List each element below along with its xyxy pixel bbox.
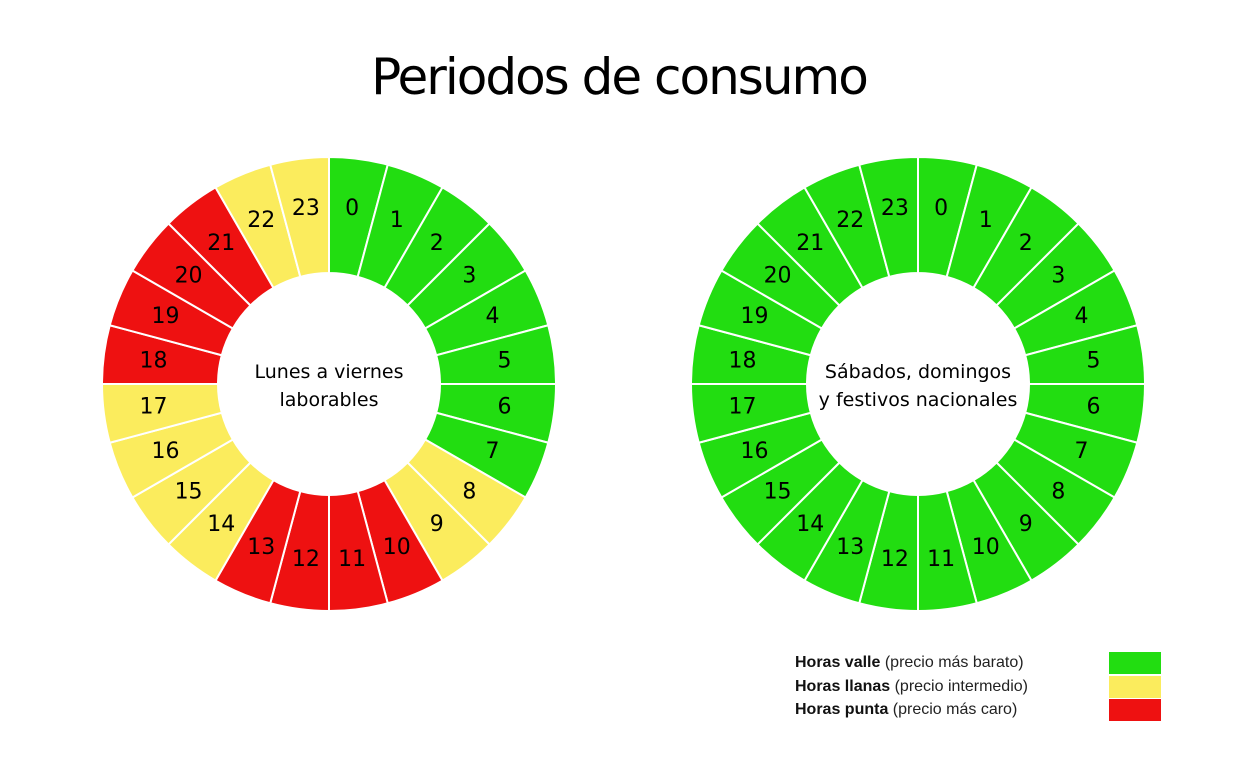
hour-label-23: 23 — [881, 196, 909, 221]
hour-label-7: 7 — [1075, 439, 1089, 464]
hour-label-23: 23 — [292, 196, 320, 221]
legend-label-punta: Horas punta — [795, 701, 889, 718]
center-label-line-0: Lunes a viernes — [255, 361, 404, 383]
legend-swatch-punta — [1109, 699, 1161, 721]
hour-label-4: 4 — [486, 304, 500, 329]
hour-label-11: 11 — [927, 547, 955, 572]
hour-label-20: 20 — [764, 264, 792, 289]
legend-row-llanas: Horas llanas (precio intermedio) — [795, 676, 1175, 700]
hour-label-16: 16 — [740, 439, 768, 464]
hour-label-9: 9 — [430, 512, 444, 537]
legend-row-punta: Horas punta (precio más caro) — [795, 699, 1175, 723]
legend-desc-valle: (precio más barato) — [880, 654, 1024, 671]
legend-desc-llanas: (precio intermedio) — [890, 678, 1028, 695]
hour-label-2: 2 — [430, 231, 444, 256]
center-label-line-0: Sábados, domingos — [825, 361, 1011, 383]
hour-label-13: 13 — [836, 535, 864, 560]
hour-label-22: 22 — [247, 208, 275, 233]
hour-label-8: 8 — [462, 479, 476, 504]
hour-label-15: 15 — [764, 479, 792, 504]
hour-label-19: 19 — [740, 304, 768, 329]
hour-label-9: 9 — [1019, 512, 1033, 537]
hour-label-18: 18 — [729, 348, 757, 373]
hour-label-1: 1 — [979, 208, 993, 233]
hour-label-5: 5 — [1086, 348, 1100, 373]
legend-desc-punta: (precio más caro) — [888, 701, 1018, 718]
hour-label-3: 3 — [1051, 264, 1065, 289]
center-label-line-1: laborables — [280, 389, 379, 411]
legend: Horas valle (precio más barato) Horas ll… — [795, 652, 1175, 732]
hour-label-7: 7 — [486, 439, 500, 464]
hour-label-0: 0 — [345, 196, 359, 221]
hour-label-22: 22 — [836, 208, 864, 233]
hour-label-21: 21 — [207, 231, 235, 256]
hour-label-17: 17 — [140, 395, 168, 420]
hour-label-15: 15 — [175, 479, 203, 504]
hour-label-12: 12 — [881, 547, 909, 572]
legend-swatch-valle — [1109, 652, 1161, 674]
hour-label-11: 11 — [338, 547, 366, 572]
hour-label-16: 16 — [151, 439, 179, 464]
hour-label-10: 10 — [972, 535, 1000, 560]
segment-hour-23 — [858, 155, 919, 279]
legend-label-valle: Horas valle — [795, 654, 881, 671]
hour-label-0: 0 — [934, 196, 948, 221]
hour-label-5: 5 — [497, 348, 511, 373]
center-label-line-1: y festivos nacionales — [819, 389, 1018, 411]
legend-swatch-llanas — [1109, 676, 1161, 698]
hour-label-2: 2 — [1019, 231, 1033, 256]
hour-label-18: 18 — [140, 348, 168, 373]
hour-label-12: 12 — [292, 547, 320, 572]
legend-row-valle: Horas valle (precio más barato) — [795, 652, 1175, 676]
hour-label-10: 10 — [383, 535, 411, 560]
hour-label-13: 13 — [247, 535, 275, 560]
hour-label-4: 4 — [1075, 304, 1089, 329]
hour-label-20: 20 — [175, 264, 203, 289]
hour-label-3: 3 — [462, 264, 476, 289]
hour-label-6: 6 — [497, 395, 511, 420]
hour-label-1: 1 — [390, 208, 404, 233]
segment-hour-23 — [269, 155, 330, 279]
chart-title: Periodos de consumo — [371, 48, 869, 106]
hour-label-17: 17 — [729, 395, 757, 420]
hour-label-8: 8 — [1051, 479, 1065, 504]
hour-label-21: 21 — [796, 231, 824, 256]
hour-label-6: 6 — [1086, 395, 1100, 420]
hour-label-19: 19 — [151, 304, 179, 329]
hour-label-14: 14 — [796, 512, 824, 537]
legend-label-llanas: Horas llanas — [795, 678, 891, 695]
hour-label-14: 14 — [207, 512, 235, 537]
